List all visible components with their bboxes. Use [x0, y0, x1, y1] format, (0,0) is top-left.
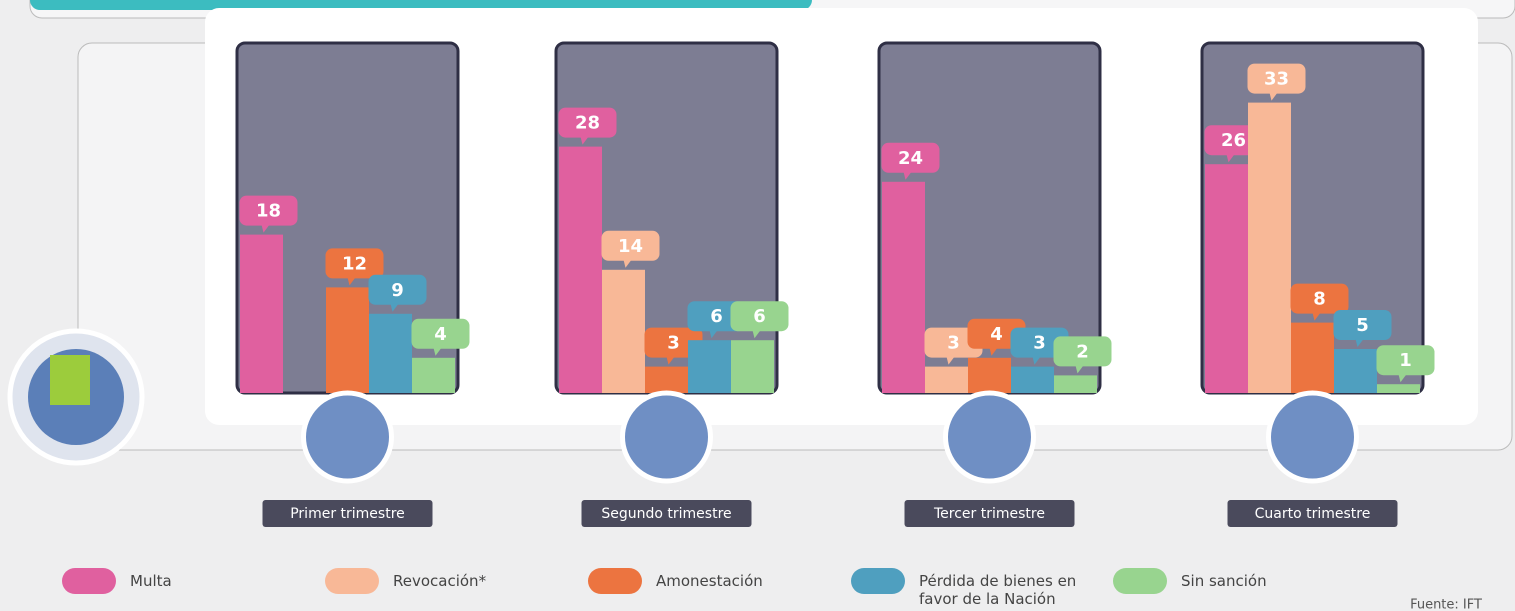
value-label: 9: [391, 280, 404, 301]
bar: [326, 287, 369, 393]
value-label: 3: [667, 333, 680, 354]
value-label: 3: [947, 333, 960, 354]
bar: [1291, 323, 1334, 393]
bar: [559, 147, 602, 393]
quarter-icon: [1269, 393, 1357, 481]
bar: [602, 270, 645, 393]
legend-label: Multa: [130, 572, 290, 590]
value-label: 4: [434, 324, 447, 345]
bar: [412, 358, 455, 393]
category-label: Primer trimestre: [290, 506, 405, 522]
quarter-icon: [304, 393, 392, 481]
bar: [1377, 384, 1420, 393]
legend-swatch: [325, 568, 379, 594]
value-label: 33: [1264, 69, 1289, 90]
category-label: Tercer trimestre: [933, 506, 1045, 522]
page: Fuente: IFT 181294Primer trimestre281436…: [0, 0, 1515, 611]
value-label: 14: [618, 236, 643, 257]
legend-label: Revocación*: [393, 572, 553, 590]
source: Fuente: IFT: [1410, 598, 1482, 611]
bar: [1205, 164, 1248, 393]
value-label: 8: [1313, 289, 1326, 310]
value-label: 6: [753, 306, 766, 327]
quarter-icon: [623, 393, 711, 481]
category-label: Cuarto trimestre: [1255, 506, 1371, 522]
bar: [731, 340, 774, 393]
bar: [369, 314, 412, 393]
legend-label: Amonestación: [656, 572, 816, 590]
bar: [688, 340, 731, 393]
legend-swatch: [1113, 568, 1167, 594]
value-label: 3: [1033, 333, 1046, 354]
quarter-icon: [946, 393, 1034, 481]
value-label: 2: [1076, 341, 1089, 362]
bar: [968, 358, 1011, 393]
value-label: 4: [990, 324, 1003, 345]
bar: [925, 367, 968, 393]
value-label: 6: [710, 306, 723, 327]
value-label: 28: [575, 113, 600, 134]
legend-swatch: [62, 568, 116, 594]
chart: Fuente: IFT 181294Primer trimestre281436…: [0, 0, 1515, 611]
value-label: 12: [342, 253, 367, 274]
value-label: 5: [1356, 315, 1369, 336]
bar: [882, 182, 925, 393]
value-label: 18: [256, 201, 281, 222]
logo-building: [50, 355, 90, 405]
legend-swatch: [588, 568, 642, 594]
value-label: 1: [1399, 350, 1412, 371]
category-label: Segundo trimestre: [601, 506, 731, 522]
legend-swatch: [851, 568, 905, 594]
bar: [1334, 349, 1377, 393]
value-label: 26: [1221, 130, 1246, 151]
bar: [1054, 375, 1097, 393]
bar: [240, 235, 283, 393]
legend-label: Sin sanción: [1181, 572, 1341, 590]
bar: [645, 367, 688, 393]
legend-label: Pérdida de bienes en favor de la Nación: [919, 572, 1079, 608]
value-label: 24: [898, 148, 923, 169]
bar: [1011, 367, 1054, 393]
bar: [1248, 103, 1291, 393]
